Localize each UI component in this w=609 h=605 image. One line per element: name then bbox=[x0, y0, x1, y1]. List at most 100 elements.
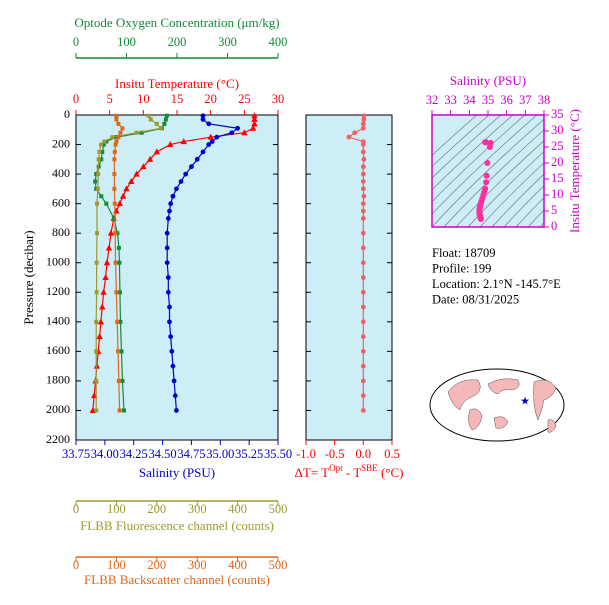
x-tick-label: -1.0 bbox=[296, 447, 316, 461]
y-tick-label: 400 bbox=[52, 166, 70, 180]
data-point bbox=[360, 245, 366, 251]
data-point bbox=[360, 164, 366, 170]
data-point bbox=[360, 393, 366, 399]
data-point bbox=[99, 194, 104, 199]
data-point bbox=[360, 304, 366, 310]
x-tick-label: 0 bbox=[73, 558, 79, 572]
y-tick-label: 1200 bbox=[46, 284, 70, 298]
data-point bbox=[360, 378, 366, 384]
data-point bbox=[165, 216, 171, 221]
data-point bbox=[116, 349, 121, 354]
density-contour bbox=[515, 197, 544, 227]
x-tick-label: 35.50 bbox=[264, 447, 292, 461]
data-point bbox=[162, 121, 167, 126]
data-point bbox=[206, 142, 212, 147]
density-contour bbox=[432, 115, 514, 191]
data-point bbox=[134, 130, 139, 135]
data-point bbox=[251, 112, 258, 119]
y-tick-label: 200 bbox=[52, 136, 70, 150]
data-point bbox=[114, 135, 119, 140]
x-tick-label: 34.75 bbox=[177, 447, 205, 461]
x-tick-label: 36 bbox=[500, 93, 513, 107]
data-point bbox=[120, 126, 125, 131]
data-point bbox=[168, 201, 174, 207]
y-tick-label: 15 bbox=[551, 171, 564, 185]
data-point bbox=[207, 133, 214, 140]
axis-title: Insitu Temperature (°C) bbox=[115, 76, 239, 91]
data-point bbox=[235, 125, 241, 131]
data-point bbox=[249, 124, 257, 131]
y-tick-label: 2200 bbox=[46, 432, 70, 446]
data-point bbox=[360, 334, 366, 339]
x-tick-label: 34.50 bbox=[149, 447, 177, 461]
data-point bbox=[99, 142, 104, 147]
data-point bbox=[140, 163, 147, 170]
data-point bbox=[104, 139, 109, 144]
data-point bbox=[96, 172, 101, 177]
data-point bbox=[164, 245, 170, 251]
data-point bbox=[103, 259, 111, 266]
data-point bbox=[112, 186, 117, 191]
axis-title-part: ΔT= T bbox=[295, 465, 330, 480]
x-tick-label: 10 bbox=[137, 92, 150, 106]
data-point bbox=[163, 117, 168, 122]
plot-area bbox=[305, 114, 393, 441]
data-point bbox=[360, 125, 366, 131]
density-contour bbox=[503, 185, 544, 227]
data-point bbox=[169, 348, 175, 354]
y-axis-title: Pressure (decibar) bbox=[21, 230, 36, 324]
data-point bbox=[102, 274, 109, 280]
data-point bbox=[94, 378, 99, 383]
float-marker: ★ bbox=[520, 396, 530, 408]
data-point bbox=[165, 289, 171, 295]
data-point bbox=[154, 121, 159, 126]
axis-title: Optode Oxygen Concentration (μm/kg) bbox=[74, 15, 279, 30]
data-point bbox=[104, 201, 109, 206]
data-point bbox=[360, 319, 366, 325]
data-point bbox=[174, 186, 179, 192]
data-point bbox=[189, 164, 194, 170]
data-point bbox=[94, 290, 99, 295]
data-point bbox=[167, 208, 172, 214]
data-point bbox=[360, 171, 366, 177]
data-point bbox=[93, 179, 98, 184]
data-point bbox=[107, 229, 115, 236]
data-point bbox=[139, 130, 144, 135]
x-tick-label: 100 bbox=[117, 35, 136, 49]
data-point bbox=[164, 113, 169, 118]
x-tick-label: 400 bbox=[269, 35, 288, 49]
land bbox=[487, 378, 520, 395]
data-point bbox=[113, 231, 118, 236]
data-point bbox=[94, 172, 99, 177]
x-tick-label: 33.75 bbox=[62, 447, 90, 461]
y-tick-label: 30 bbox=[551, 123, 564, 137]
land bbox=[547, 419, 557, 433]
y-axis-title: Insitu Temperature (°C) bbox=[567, 109, 582, 233]
density-contour bbox=[527, 209, 544, 227]
x-tick-label: 0 bbox=[73, 35, 79, 49]
y-tick-label: 2000 bbox=[46, 402, 70, 416]
data-point bbox=[168, 334, 174, 339]
data-point bbox=[167, 319, 172, 325]
data-point bbox=[209, 139, 215, 144]
data-point bbox=[93, 362, 101, 369]
data-point bbox=[360, 121, 366, 127]
x-tick-label: 0 bbox=[73, 92, 79, 106]
y-tick-label: 10 bbox=[551, 187, 564, 201]
data-point bbox=[146, 155, 154, 162]
x-tick-label: 300 bbox=[218, 35, 237, 49]
land bbox=[447, 379, 481, 411]
data-point bbox=[96, 333, 103, 340]
x-tick-label: 35.00 bbox=[206, 447, 234, 461]
data-point bbox=[170, 363, 176, 369]
x-axis-title: Salinity (PSU) bbox=[450, 73, 526, 88]
x-tick-label: 500 bbox=[269, 502, 288, 516]
data-point bbox=[100, 149, 105, 154]
y-tick-label: 1400 bbox=[46, 314, 70, 328]
data-point bbox=[114, 113, 119, 118]
data-point bbox=[483, 139, 490, 146]
data-point bbox=[112, 157, 117, 162]
data-point bbox=[123, 185, 130, 192]
data-point bbox=[117, 260, 122, 265]
info-line: Date: 08/31/2025 bbox=[432, 292, 519, 306]
